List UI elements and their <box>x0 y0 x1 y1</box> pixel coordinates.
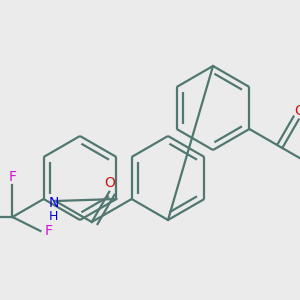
Text: O: O <box>294 103 300 118</box>
Text: O: O <box>104 176 115 190</box>
Text: F: F <box>8 170 16 184</box>
Text: N: N <box>48 196 59 210</box>
Text: F: F <box>44 224 52 238</box>
Text: H: H <box>49 211 58 224</box>
